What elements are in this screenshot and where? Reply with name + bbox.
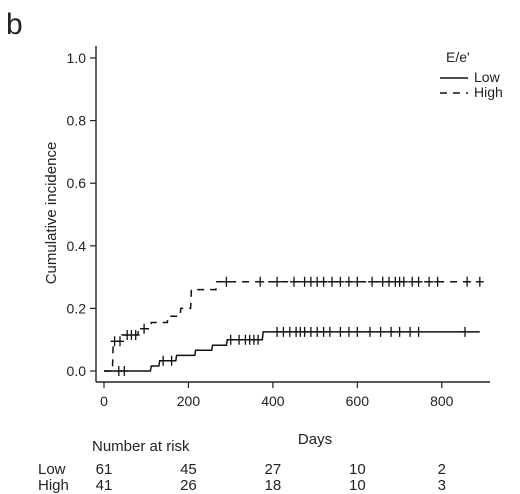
risk-row-label-high: High xyxy=(38,477,69,494)
censor-mark-high xyxy=(319,276,328,287)
censor-mark-high xyxy=(116,336,124,347)
x-tick-label: 400 xyxy=(261,393,285,409)
censor-mark-high xyxy=(273,276,282,287)
risk-value-low: 27 xyxy=(265,461,282,478)
x-axis-label: Days xyxy=(298,431,332,448)
risk-value-high: 26 xyxy=(180,477,197,494)
risk-value-low: 2 xyxy=(438,461,446,478)
censor-mark-low xyxy=(376,326,385,337)
risk-value-high: 3 xyxy=(438,477,446,494)
censor-mark-high xyxy=(433,276,442,287)
risk-value-low: 61 xyxy=(96,461,113,478)
censor-mark-high xyxy=(399,276,408,287)
series-layer xyxy=(104,276,484,376)
censor-mark-low xyxy=(461,326,469,337)
series-high xyxy=(104,276,484,372)
y-axis-ticks: 0.0 0.2 0.4 0.6 0.8 1.0 xyxy=(67,50,96,379)
y-tick-label: 0.2 xyxy=(67,300,87,316)
risk-value-high: 41 xyxy=(96,477,113,494)
censor-mark-high xyxy=(344,276,353,287)
censor-mark-high xyxy=(353,276,362,287)
censor-mark-low xyxy=(366,326,374,337)
censor-mark-low xyxy=(406,326,415,337)
series-line-low xyxy=(104,331,480,372)
x-tick-label: 600 xyxy=(346,393,370,409)
y-tick-label: 0.8 xyxy=(67,113,87,129)
censor-mark-high xyxy=(425,276,434,287)
censor-mark-high xyxy=(475,276,484,287)
legend-label-low: Low xyxy=(474,69,501,85)
x-tick-label: 0 xyxy=(100,393,108,409)
y-tick-label: 1.0 xyxy=(67,50,87,66)
series-low xyxy=(104,326,480,376)
legend-title: E/e' xyxy=(446,49,470,65)
censor-mark-high xyxy=(336,276,345,287)
censor-mark-high xyxy=(222,276,231,287)
y-axis-label: Cumulative incidence xyxy=(43,142,60,285)
x-axis-ticks: 0 200 400 600 800 xyxy=(100,382,454,409)
censor-mark-low xyxy=(254,334,263,345)
x-tick-label: 200 xyxy=(177,393,201,409)
censor-mark-high xyxy=(328,276,336,287)
censor-mark-low xyxy=(395,326,404,337)
censor-mark-high xyxy=(256,276,265,287)
legend: E/e' Low High xyxy=(440,49,503,100)
censor-mark-low xyxy=(120,366,129,376)
censor-mark-low xyxy=(387,326,396,337)
censor-mark-low xyxy=(159,355,168,366)
risk-value-high: 10 xyxy=(349,477,366,494)
series-line-high xyxy=(104,281,480,372)
risk-value-low: 10 xyxy=(349,461,366,478)
censor-mark-low xyxy=(226,334,235,345)
censor-mark-high xyxy=(140,323,149,334)
risk-table: Number at risk Low High 61 45 27 10 2 41 26 18 1… xyxy=(38,438,446,494)
censor-mark-low xyxy=(167,355,176,366)
x-tick-label: 800 xyxy=(430,393,454,409)
risk-row-label-low: Low xyxy=(38,461,66,478)
censor-mark-high xyxy=(414,276,423,287)
censor-mark-high xyxy=(290,276,298,287)
legend-label-high: High xyxy=(474,84,503,100)
censor-mark-low xyxy=(325,326,334,337)
censor-mark-low xyxy=(353,326,362,337)
risk-value-high: 18 xyxy=(265,477,282,494)
y-tick-label: 0.0 xyxy=(67,363,87,379)
panel-label: b xyxy=(6,8,23,41)
censor-mark-high xyxy=(131,330,140,340)
axes xyxy=(95,46,490,383)
risk-table-title: Number at risk xyxy=(92,438,190,455)
censor-mark-low xyxy=(414,326,423,337)
risk-values: 61 45 27 10 2 41 26 18 10 3 xyxy=(96,461,446,494)
censor-mark-low xyxy=(344,326,353,337)
y-tick-label: 0.6 xyxy=(67,175,87,191)
censor-mark-high xyxy=(463,276,472,287)
y-tick-label: 0.4 xyxy=(67,238,87,254)
censor-mark-low xyxy=(336,326,345,337)
censor-mark-high xyxy=(368,276,377,287)
risk-value-low: 45 xyxy=(180,461,197,478)
